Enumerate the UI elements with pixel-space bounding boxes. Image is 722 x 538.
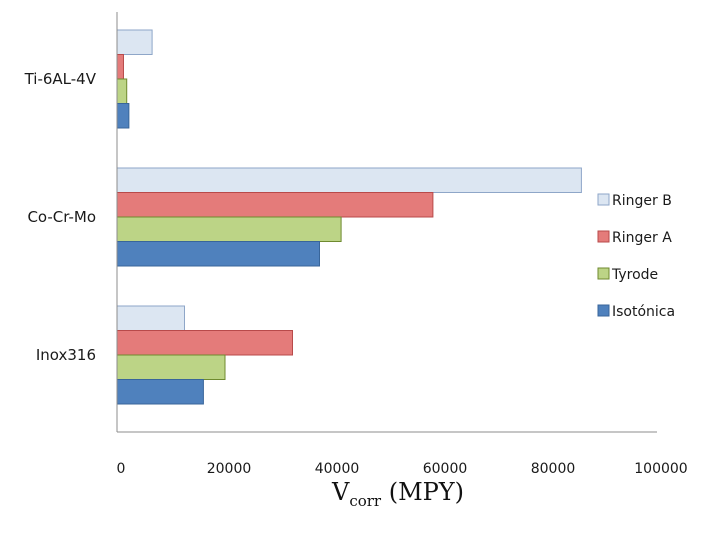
bar-isot-nica-co-cr-mo — [116, 241, 320, 267]
x-tick-label: 80000 — [531, 461, 576, 477]
bar-ringer-b-co-cr-mo — [116, 167, 582, 193]
legend-label: Isotónica — [612, 304, 675, 320]
legend-swatch — [597, 230, 610, 243]
bar-ringer-a-co-cr-mo — [116, 192, 434, 218]
legend-swatch — [597, 267, 610, 280]
bar-isot-nica-ti-6al-4v — [116, 103, 130, 129]
x-tick-labels: 0 20000 40000 60000 80000 100000 — [117, 461, 688, 477]
legend: Ringer B Ringer A Tyrode Isotónica — [597, 193, 675, 320]
category-label: Co-Cr-Mo — [27, 208, 96, 226]
x-tick-label: 20000 — [207, 461, 252, 477]
bar-isot-nica-inox316 — [116, 379, 204, 405]
bar-ringer-b-ti-6al-4v — [116, 29, 153, 55]
x-tick-label: 100000 — [634, 461, 687, 477]
bar-tyrode-co-cr-mo — [116, 216, 342, 242]
x-axis-title: Vcorr (MPY) — [331, 478, 464, 510]
bar-ringer-b-inox316 — [116, 305, 185, 331]
bar-tyrode-inox316 — [116, 354, 226, 380]
bar-ringer-a-ti-6al-4v — [116, 54, 124, 80]
x-axis-title-main: V — [331, 478, 350, 506]
legend-label: Ringer B — [612, 193, 672, 209]
x-axis-title-sub: corr — [349, 492, 382, 510]
legend-swatch — [597, 304, 610, 317]
bars-group — [116, 29, 582, 405]
bar-tyrode-ti-6al-4v — [116, 78, 128, 104]
x-tick-label: 60000 — [423, 461, 468, 477]
legend-label: Tyrode — [611, 267, 658, 283]
category-labels: Ti-6AL-4V Co-Cr-Mo Inox316 — [24, 70, 97, 364]
legend-swatch — [597, 193, 610, 206]
x-tick-label: 40000 — [315, 461, 360, 477]
bar-ringer-a-inox316 — [116, 330, 293, 356]
category-label: Inox316 — [36, 346, 96, 364]
category-label: Ti-6AL-4V — [24, 70, 97, 88]
legend-label: Ringer A — [612, 230, 672, 246]
x-axis-title-unit: (MPY) — [381, 478, 464, 506]
x-tick-label: 0 — [117, 461, 126, 477]
